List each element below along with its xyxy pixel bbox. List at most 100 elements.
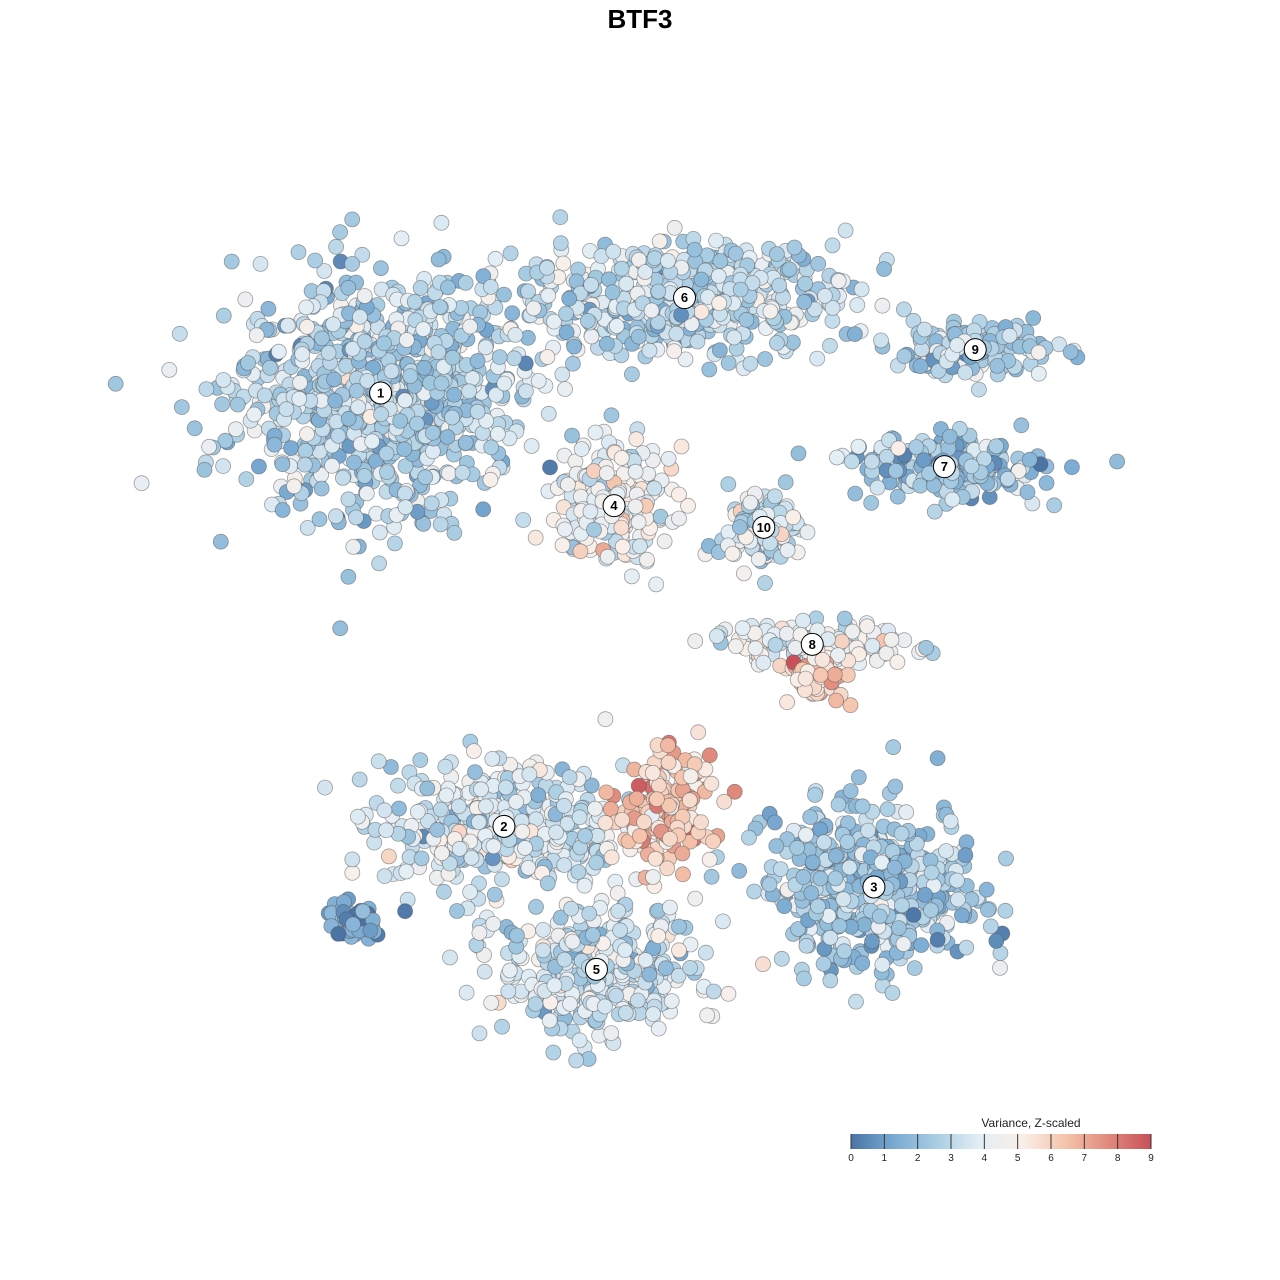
scatter-point — [246, 406, 263, 423]
scatter-point — [217, 432, 234, 449]
scatter-point — [417, 469, 434, 486]
cluster-label-text: 9 — [972, 342, 979, 357]
scatter-point — [386, 535, 403, 552]
scatter-point — [583, 276, 599, 293]
scatter-point — [853, 281, 870, 298]
scatter-point — [523, 438, 540, 454]
scatter-point — [650, 1020, 667, 1037]
scatter-point — [451, 840, 468, 857]
scatter-point — [781, 261, 798, 278]
scatter-point — [324, 457, 340, 474]
scatter-point — [508, 794, 525, 810]
scatter-point — [299, 426, 315, 443]
scatter-point — [637, 264, 654, 280]
scatter-point — [1038, 475, 1055, 491]
scatter-point — [316, 263, 333, 279]
scatter-point — [847, 485, 864, 502]
scatter-point — [727, 245, 744, 262]
scatter-point — [822, 972, 839, 989]
scatter-point — [344, 851, 361, 868]
scatter-point — [624, 366, 640, 383]
scatter-point — [1013, 417, 1030, 434]
scatter-point — [660, 252, 676, 269]
scatter-point — [494, 1018, 510, 1035]
scatter-point — [720, 985, 737, 1002]
scatter-point — [444, 409, 461, 426]
scatter-point — [630, 514, 647, 530]
scatter-point — [677, 351, 694, 368]
scatter-point — [701, 851, 718, 868]
scatter-point — [613, 450, 630, 466]
scatter-point — [344, 255, 361, 272]
scatter-point — [850, 438, 867, 455]
scatter-point — [790, 921, 806, 937]
scatter-point — [446, 525, 463, 541]
scatter-point — [605, 243, 622, 260]
scatter-point — [457, 434, 474, 451]
scatter-point — [440, 465, 457, 482]
scatter-point — [391, 800, 407, 817]
scatter-point — [636, 814, 652, 830]
scatter-point — [1025, 310, 1042, 327]
scatter-point — [483, 439, 500, 456]
scatter-point — [1001, 327, 1018, 344]
scatter-point — [893, 825, 910, 842]
scatter-point — [734, 620, 751, 637]
scatter-point — [628, 790, 645, 807]
scatter-point — [349, 808, 366, 825]
scatter-point — [757, 575, 773, 591]
scatter-point — [539, 875, 556, 892]
scatter-point — [450, 798, 467, 815]
scatter-point — [1046, 497, 1063, 514]
scatter-point — [507, 326, 524, 343]
scatter-point — [884, 985, 901, 1001]
scatter-point — [419, 780, 436, 797]
cluster-label-text: 3 — [870, 880, 877, 895]
scatter-point — [598, 465, 615, 482]
scatter-point — [588, 854, 605, 871]
scatter-point — [350, 399, 367, 416]
scatter-point — [795, 869, 812, 885]
scatter-point — [496, 286, 512, 303]
scatter-point — [699, 1007, 716, 1024]
scatter-point — [392, 413, 409, 429]
scatter-point — [413, 850, 430, 867]
scatter-point — [747, 640, 764, 657]
scatter-point — [477, 798, 494, 815]
scatter-point — [982, 918, 999, 935]
scatter-point — [671, 510, 687, 527]
scatter-point — [520, 860, 537, 876]
scatter-point — [755, 654, 772, 671]
cluster-label-5: 5 — [584, 957, 608, 981]
scatter-point — [376, 802, 393, 819]
scatter-point — [430, 344, 447, 361]
scatter-point — [248, 327, 265, 344]
scatter-point — [809, 350, 826, 367]
points-layer — [107, 209, 1125, 1069]
scatter-point — [439, 429, 456, 445]
scatter-point — [274, 502, 291, 518]
scatter-point — [546, 313, 562, 330]
scatter-point — [345, 539, 362, 555]
scatter-point — [390, 777, 406, 794]
scatter-point — [599, 335, 615, 352]
scatter-point — [703, 868, 720, 885]
scatter-point — [570, 864, 587, 880]
scatter-point — [552, 235, 569, 252]
scatter-point — [433, 214, 450, 231]
scatter-point — [848, 993, 864, 1010]
scatter-point — [894, 897, 910, 914]
scatter-point — [307, 252, 324, 269]
scatter-point — [802, 809, 819, 825]
scatter-point — [432, 801, 449, 818]
scatter-point — [755, 956, 771, 973]
legend-tick-label: 6 — [1048, 1153, 1054, 1164]
scatter-point — [535, 922, 551, 938]
scatter-point — [441, 855, 458, 872]
cluster-label-text: 2 — [500, 819, 507, 834]
scatter-point — [724, 545, 741, 562]
scatter-point — [604, 284, 621, 301]
scatter-point — [992, 960, 1008, 976]
scatter-point — [598, 784, 615, 801]
scatter-point — [583, 777, 600, 794]
